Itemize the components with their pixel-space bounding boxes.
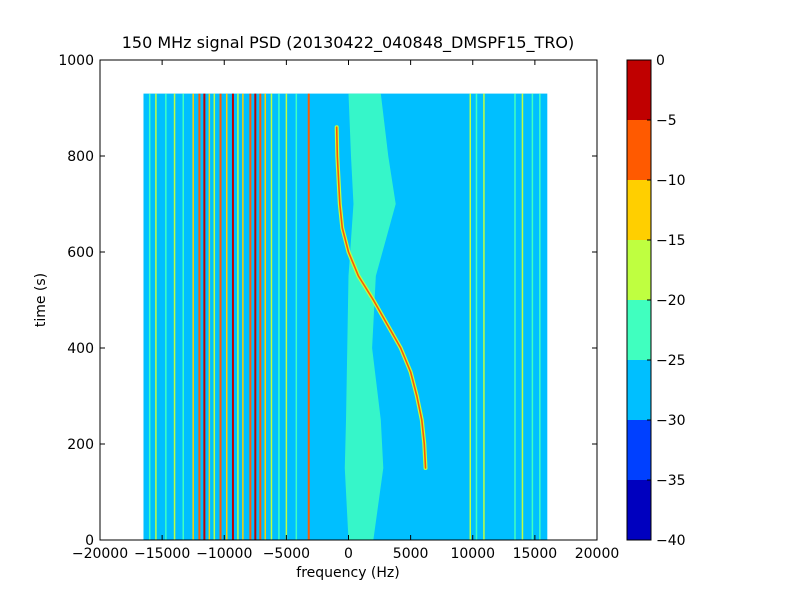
y-tick-label: 800 xyxy=(67,149,94,165)
colorbar-tick-label: 0 xyxy=(656,53,665,69)
chart-title: 150 MHz signal PSD (20130422_040848_DMSP… xyxy=(122,33,575,53)
x-tick-label: −20000 xyxy=(72,546,128,562)
colorbar-segment xyxy=(627,420,651,480)
x-tick-label: −15000 xyxy=(134,546,190,562)
y-axis-label: time (s) xyxy=(33,273,49,327)
x-tick-label: 15000 xyxy=(513,546,558,562)
y-axis: 0 200 400 600 800 1000 xyxy=(58,53,597,549)
colorbar-tick-label: −15 xyxy=(656,233,686,249)
plot-area xyxy=(143,93,548,540)
y-tick-label: 600 xyxy=(67,245,94,261)
colorbar-segment xyxy=(627,360,651,420)
x-axis-label: frequency (Hz) xyxy=(296,565,399,581)
colorbar-tick-label: −35 xyxy=(656,473,686,489)
colorbar-segment xyxy=(627,240,651,300)
x-tick-label: 20000 xyxy=(575,546,620,562)
colorbar-tick-label: −10 xyxy=(656,173,686,189)
colorbar-segment xyxy=(627,300,651,360)
colorbar-tick-label: −30 xyxy=(656,413,686,429)
colorbar-segment xyxy=(627,480,651,540)
colorbar-segment xyxy=(627,60,651,120)
colorbar-tick-label: −5 xyxy=(656,113,677,129)
colorbar-tick-label: −20 xyxy=(656,293,686,309)
y-tick-label: 400 xyxy=(67,341,94,357)
x-tick-label: −10000 xyxy=(196,546,252,562)
x-tick-label: 10000 xyxy=(450,546,495,562)
doppler-trace xyxy=(335,126,427,469)
y-tick-label: 200 xyxy=(67,437,94,453)
y-tick-label: 0 xyxy=(85,533,94,549)
colorbar-segment xyxy=(627,180,651,240)
x-tick-label: 5000 xyxy=(393,546,429,562)
y-tick-label: 1000 xyxy=(58,53,94,69)
x-axis: −20000 −15000 −10000 −5000 0 5000 10000 15000 20… xyxy=(72,60,619,562)
colorbar-segment xyxy=(627,120,651,180)
x-tick-label: −5000 xyxy=(263,546,310,562)
noise-band xyxy=(344,93,396,540)
colorbar: −40 −35 −30 −25 −20 −15 −10 −5 0 xyxy=(626,53,686,549)
x-tick-label: 0 xyxy=(344,546,353,562)
colorbar-tick-label: −40 xyxy=(656,533,686,549)
colorbar-tick-label: −25 xyxy=(656,353,686,369)
